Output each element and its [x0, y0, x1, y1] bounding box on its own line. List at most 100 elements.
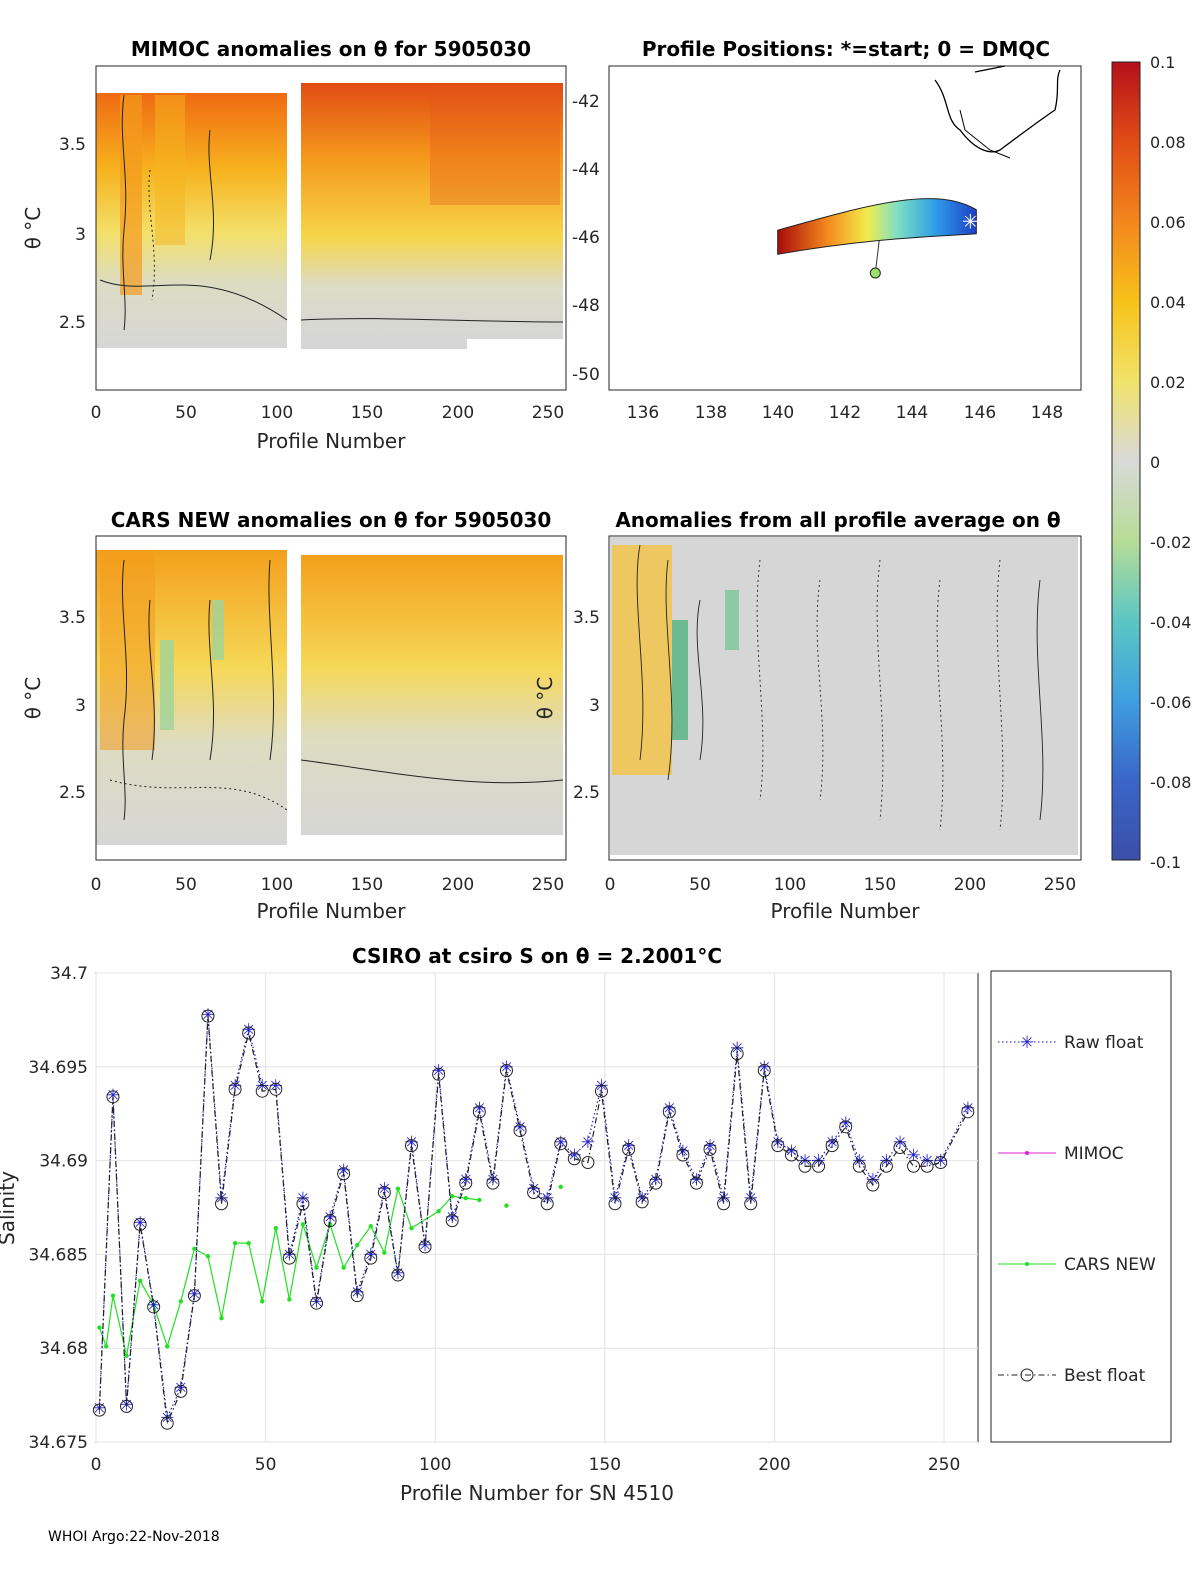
cars-point — [178, 1299, 184, 1304]
raw-point: ✳ — [269, 1077, 283, 1097]
cars-heatmap-right — [301, 555, 563, 835]
cars-point — [436, 1209, 441, 1214]
svg-text:200: 200 — [954, 875, 986, 895]
raw-point: ✳ — [961, 1099, 975, 1119]
cars-point — [314, 1265, 319, 1270]
cars-x-ticks: 0 50 100 150 200 250 — [91, 875, 565, 895]
cars-axes-box — [95, 535, 567, 861]
legend-entry-mimoc: MIMOC — [998, 1144, 1124, 1164]
cars-ylabel: θ °C — [21, 677, 45, 720]
cars-panel: CARS NEW anomalies on θ for 5905030 0 50… — [21, 508, 567, 923]
legend-label: Raw float — [1064, 1033, 1144, 1053]
raw-point: ✳ — [404, 1133, 418, 1153]
legend-entry-best: Best float — [998, 1366, 1146, 1386]
allavg-axes-box — [608, 535, 1082, 861]
raw-point: ✳ — [499, 1058, 513, 1078]
svg-text:-42: -42 — [572, 92, 600, 112]
cars-point — [300, 1222, 306, 1227]
x-tick-label: 150 — [589, 1455, 621, 1475]
raw-point: ✳ — [554, 1133, 568, 1153]
y-tick-label: 34.675 — [29, 1433, 88, 1453]
cars-point — [355, 1242, 360, 1248]
svg-text:2.5: 2.5 — [59, 313, 86, 333]
best-point — [282, 1251, 296, 1265]
cars-point — [97, 1325, 102, 1330]
svg-text:0.02: 0.02 — [1150, 373, 1186, 392]
raw-point: ✳ — [649, 1170, 663, 1190]
best-point — [147, 1300, 161, 1314]
cars-point — [205, 1254, 211, 1259]
legend-label: Best float — [1064, 1366, 1146, 1386]
best-point — [866, 1178, 880, 1192]
cars-point — [368, 1224, 373, 1229]
raw-point: ✳ — [635, 1189, 649, 1209]
mimoc-warm-streak — [120, 95, 142, 295]
best-point — [703, 1142, 717, 1156]
raw-point: ✳ — [106, 1086, 120, 1106]
svg-text:-48: -48 — [572, 296, 600, 316]
svg-text:140: 140 — [762, 403, 794, 423]
best-point — [201, 1009, 215, 1023]
cars-point — [463, 1195, 468, 1201]
raw-point: ✳ — [540, 1189, 554, 1209]
best-point — [310, 1296, 323, 1310]
cars-xlabel: Profile Number — [257, 899, 407, 923]
y-tick-label: 34.695 — [29, 1058, 88, 1078]
svg-text:3: 3 — [75, 696, 86, 716]
coastline — [959, 109, 1011, 159]
svg-text:150: 150 — [351, 403, 383, 423]
best-point — [594, 1084, 608, 1098]
best-point — [771, 1139, 785, 1153]
svg-text:50: 50 — [689, 875, 711, 895]
best-point — [337, 1167, 351, 1181]
positions-y-ticks: -42 -44 -46 -48 -50 — [572, 92, 600, 385]
raw-point: ✳ — [662, 1099, 676, 1119]
raw-point: ✳ — [459, 1170, 473, 1190]
best-point — [812, 1159, 826, 1173]
best-point — [472, 1105, 486, 1119]
raw-point: ✳ — [852, 1152, 866, 1172]
svg-text:146: 146 — [964, 403, 996, 423]
mimoc-x-ticks: 0 50 100 150 200 250 — [91, 403, 565, 423]
raw-point: ✳ — [147, 1296, 161, 1316]
best-point — [160, 1416, 174, 1430]
best-point — [404, 1139, 418, 1153]
cars-warm-streak — [100, 550, 155, 750]
svg-text:-0.1: -0.1 — [1150, 853, 1181, 872]
svg-text:3.5: 3.5 — [59, 608, 86, 628]
raw-point: ✳ — [893, 1133, 907, 1153]
chart-y-ticks: 34.7 34.695 34.69 34.685 34.68 34.675 — [29, 964, 88, 1453]
cars-contours — [109, 559, 564, 821]
raw-point: ✳ — [337, 1161, 351, 1181]
legend-box — [990, 970, 1172, 1443]
svg-text:-0.06: -0.06 — [1150, 693, 1191, 712]
svg-text:200: 200 — [442, 403, 474, 423]
best-point — [879, 1159, 893, 1173]
best-point — [215, 1197, 229, 1211]
svg-text:-44: -44 — [572, 160, 600, 180]
svg-text:150: 150 — [351, 875, 383, 895]
best-point — [567, 1152, 581, 1166]
footer-credit: WHOI Argo:22-Nov-2018 — [48, 1529, 220, 1545]
colorbar: 0.1 0.08 0.06 0.04 0.02 0 -0.02 -0.04 -0… — [1111, 53, 1191, 872]
raw-point: ✳ — [377, 1180, 391, 1200]
raw-point: ✳ — [472, 1099, 486, 1119]
legend-label: MIMOC — [1064, 1144, 1124, 1164]
best-point — [174, 1384, 188, 1398]
best-point — [527, 1185, 541, 1199]
chart-ylabel: Salinity — [0, 1171, 19, 1245]
best-point — [554, 1137, 568, 1151]
best-point — [934, 1155, 948, 1169]
dot-marker-icon — [1025, 1151, 1029, 1155]
legend-entry-raw: ✳ Raw float — [998, 1033, 1144, 1053]
colorbar-gradient — [1111, 61, 1141, 861]
svg-text:0.1: 0.1 — [1150, 53, 1175, 72]
mimoc-panel: MIMOC anomalies on θ for 5905030 0 50 10… — [21, 37, 567, 453]
svg-text:0.04: 0.04 — [1150, 293, 1186, 312]
raw-point: ✳ — [703, 1137, 717, 1157]
cars-point — [124, 1353, 129, 1358]
best-point — [120, 1399, 134, 1413]
best-point — [717, 1197, 731, 1211]
chart-title: CSIRO at csiro S on θ = 2.2001°C — [352, 944, 722, 968]
